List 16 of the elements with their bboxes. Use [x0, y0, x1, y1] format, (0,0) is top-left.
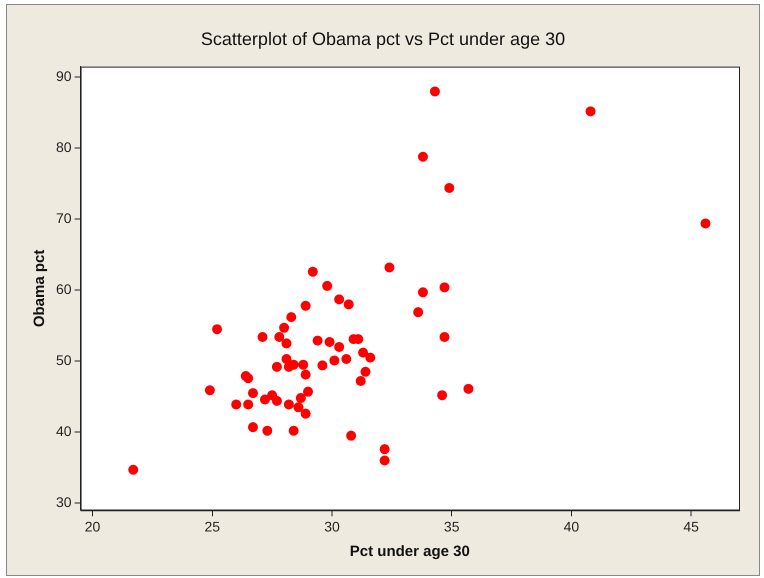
x-tick-label: 20: [84, 518, 101, 534]
y-tick-label: 60: [56, 281, 72, 298]
y-tick-label: 90: [56, 68, 72, 84]
x-axis-title: Pct under age 30: [350, 543, 470, 560]
y-tick-label: 80: [56, 139, 72, 156]
y-axis-title: Obama pct: [31, 250, 48, 328]
y-tick-label: 50: [56, 352, 72, 368]
y-tick-label: 40: [56, 422, 72, 439]
x-tick-label: 30: [324, 518, 340, 534]
chart-title: Scatterplot of Obama pct vs Pct under age 30: [200, 28, 566, 49]
y-tick-label: 30: [56, 494, 72, 510]
x-tick-label: 40: [564, 518, 580, 534]
x-tick-label: 45: [683, 518, 700, 534]
x-tick-label: 35: [444, 518, 460, 534]
x-tick-label: 25: [204, 518, 220, 534]
y-tick-label: 70: [56, 210, 72, 226]
